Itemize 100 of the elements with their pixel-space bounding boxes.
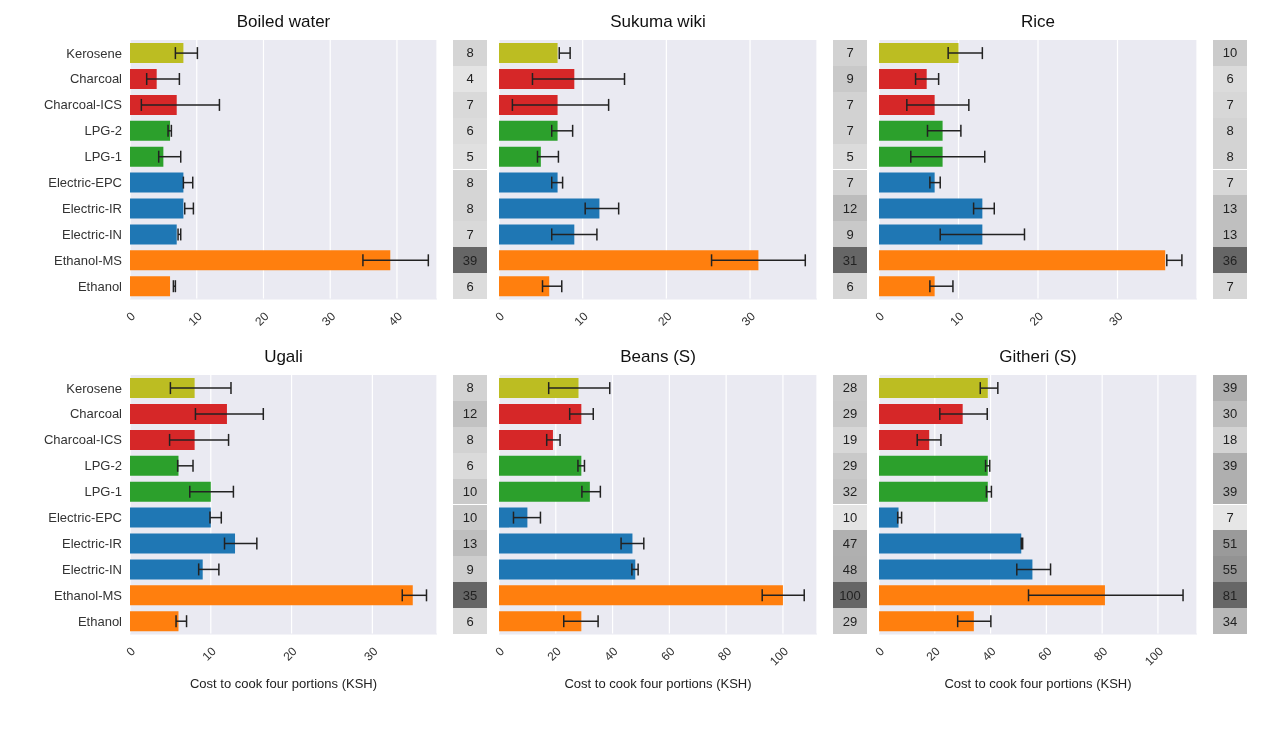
bar [879, 198, 983, 219]
data-label: 55 [1213, 556, 1247, 583]
bar [130, 585, 413, 606]
bar [130, 146, 164, 167]
data-label: 7 [833, 117, 867, 144]
x-tick-label: 100 [1142, 644, 1167, 669]
data-label: 7 [1213, 273, 1247, 299]
data-label: 7 [833, 40, 867, 66]
data-label: 8 [453, 375, 487, 401]
data-label: 9 [833, 221, 867, 248]
data-label: 29 [833, 452, 867, 479]
data-label: 8 [453, 169, 487, 196]
bar [130, 198, 184, 219]
data-label: 12 [453, 400, 487, 427]
x-axis-title: Cost to cook four portions (KSH) [188, 676, 379, 691]
data-label: 39 [453, 247, 487, 274]
bar [879, 172, 935, 193]
chart-title: Githeri (S) [998, 347, 1078, 367]
bar [879, 455, 988, 476]
chart-title: Boiled water [235, 12, 332, 32]
data-label: 6 [453, 117, 487, 144]
x-tick-label: 0 [492, 309, 508, 324]
y-tick-label: Electric-EPC [48, 510, 122, 526]
x-tick-label: 30 [319, 309, 339, 329]
x-axis-title: Cost to cook four portions (KSH) [563, 676, 753, 691]
y-tick-label: LPG-1 [84, 484, 122, 500]
bar [879, 481, 988, 502]
y-tick-label: LPG-2 [84, 458, 122, 474]
data-label: 39 [1213, 452, 1247, 479]
bar [879, 611, 974, 632]
data-label: 4 [453, 65, 487, 92]
bar [499, 585, 783, 606]
data-label: 12 [833, 195, 867, 222]
data-label: 30 [1213, 400, 1247, 427]
data-label: 32 [833, 478, 867, 505]
y-tick-label: Electric-IR [62, 200, 122, 216]
x-tick-label: 60 [1035, 644, 1055, 664]
bar [499, 455, 582, 476]
bar [879, 224, 983, 245]
bar [879, 559, 1033, 580]
chart-title: Beans (S) [619, 347, 697, 367]
x-tick-label: 10 [947, 309, 967, 329]
bar [499, 146, 541, 167]
x-tick-label: 0 [492, 644, 508, 659]
bar [130, 224, 177, 245]
bar [499, 94, 558, 115]
data-label: 6 [1213, 65, 1247, 92]
y-tick-label: LPG-1 [84, 149, 122, 165]
y-tick-label: Kerosene [66, 45, 122, 61]
bar [130, 43, 184, 64]
data-label: 9 [453, 556, 487, 583]
x-axis-title: Cost to cook four portions (KSH) [943, 676, 1133, 691]
data-label: 13 [1213, 195, 1247, 222]
x-tick-label: 40 [385, 309, 406, 329]
bar [130, 429, 195, 450]
x-tick-label: 30 [361, 644, 381, 664]
data-label: 81 [1213, 582, 1247, 609]
x-tick-label: 20 [280, 644, 300, 664]
y-tick-label: Charcoal [69, 406, 123, 422]
data-label: 6 [833, 273, 867, 299]
y-tick-label: Kerosene [66, 380, 122, 396]
y-tick-label: Electric-IN [62, 561, 122, 577]
data-label: 51 [1213, 530, 1247, 557]
x-tick-label: 0 [123, 644, 139, 659]
data-label: 10 [1213, 40, 1247, 66]
bar [879, 146, 943, 167]
chart-title: Sukuma wiki [609, 12, 707, 32]
data-label: 7 [833, 91, 867, 118]
y-tick-label: Charcoal [69, 71, 123, 87]
bar [499, 43, 558, 64]
x-tick-label: 0 [872, 644, 888, 659]
data-label: 8 [1213, 143, 1247, 170]
data-label: 36 [1213, 247, 1247, 274]
x-tick-label: 60 [658, 644, 678, 664]
bar [499, 507, 528, 528]
bar [499, 276, 550, 297]
bar [499, 120, 558, 141]
bar [130, 120, 171, 141]
data-label: 18 [1213, 426, 1247, 453]
y-tick-label: Charcoal-ICS [43, 432, 123, 448]
bar [130, 276, 171, 297]
bar [879, 585, 1105, 606]
data-label: 7 [833, 169, 867, 196]
bar [499, 198, 600, 219]
data-label: 7 [453, 91, 487, 118]
data-label: 8 [453, 40, 487, 66]
bar [130, 69, 157, 90]
x-tick-label: 20 [252, 309, 272, 329]
bar [879, 250, 1166, 271]
data-label: 28 [833, 375, 867, 401]
y-tick-label: Electric-EPC [48, 175, 122, 191]
data-label: 5 [453, 143, 487, 170]
data-label: 7 [1213, 91, 1247, 118]
data-label: 100 [833, 582, 867, 609]
bar [879, 120, 943, 141]
x-tick-label: 40 [601, 644, 621, 664]
bar [130, 250, 391, 271]
bar [130, 455, 179, 476]
y-tick-label: Electric-IR [62, 535, 122, 551]
bar [499, 404, 582, 425]
